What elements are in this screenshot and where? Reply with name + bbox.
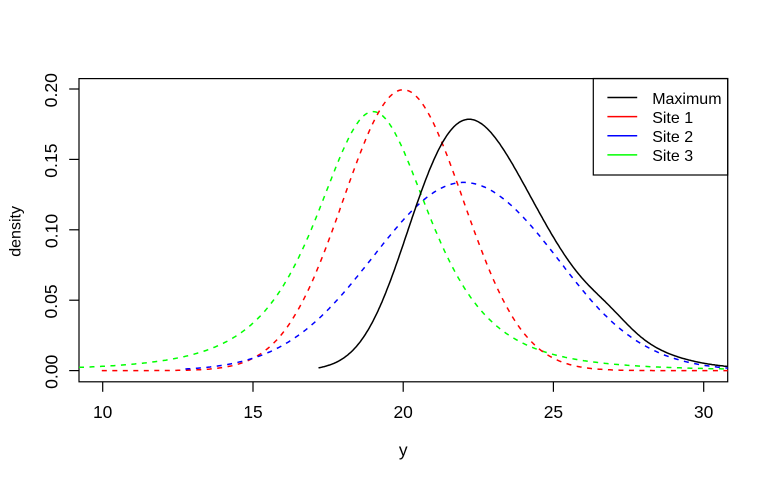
- svg-text:20: 20: [394, 402, 413, 422]
- svg-text:10: 10: [93, 402, 112, 422]
- svg-text:30: 30: [694, 402, 713, 422]
- svg-text:Site 2: Site 2: [652, 129, 693, 146]
- svg-text:0.10: 0.10: [41, 214, 61, 248]
- svg-text:Site 1: Site 1: [652, 110, 693, 127]
- svg-text:Site 3: Site 3: [652, 148, 693, 165]
- svg-text:0.20: 0.20: [41, 73, 61, 107]
- svg-text:0.00: 0.00: [41, 354, 61, 388]
- svg-text:y: y: [399, 440, 408, 460]
- svg-text:density: density: [8, 206, 25, 257]
- svg-text:15: 15: [243, 402, 262, 422]
- svg-text:25: 25: [544, 402, 563, 422]
- svg-text:0.15: 0.15: [41, 143, 61, 177]
- svg-text:0.05: 0.05: [41, 284, 61, 318]
- svg-text:Maximum: Maximum: [652, 91, 721, 108]
